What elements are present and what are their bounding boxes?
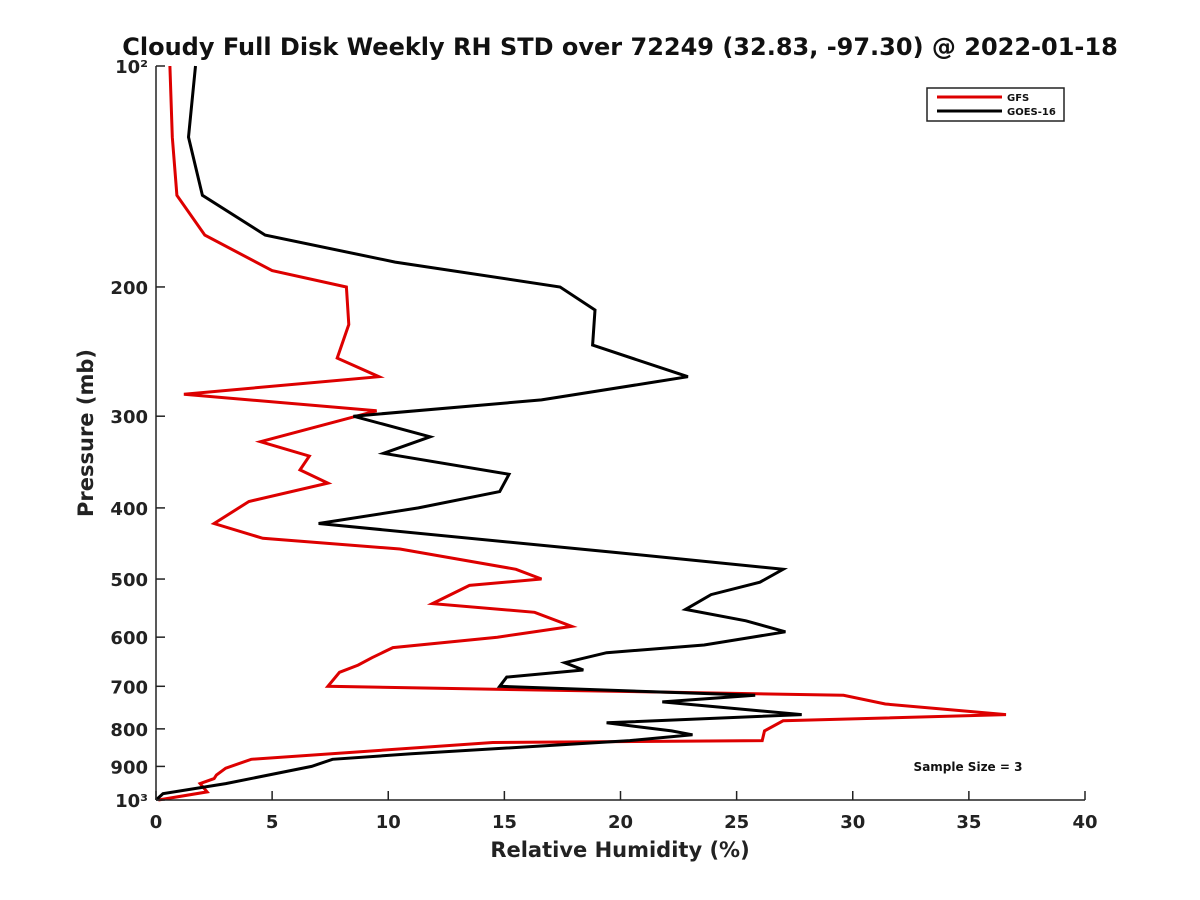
x-tick-label: 10 — [376, 812, 401, 833]
x-tick-label: 25 — [724, 812, 749, 833]
series-layer — [154, 65, 1007, 802]
y-tick-label: 400 — [110, 499, 148, 520]
series-line-gfs — [158, 65, 1007, 802]
y-tick-label: 10² — [115, 57, 148, 78]
x-tick-label: 0 — [150, 812, 163, 833]
x-tick-label: 5 — [266, 812, 279, 833]
y-tick-label: 10³ — [115, 791, 148, 812]
series-line-goes-16 — [154, 65, 802, 802]
y-tick-label: 800 — [110, 720, 148, 741]
y-tick-label: 300 — [110, 407, 148, 428]
x-tick-label: 30 — [840, 812, 865, 833]
chart-title: Cloudy Full Disk Weekly RH STD over 7224… — [122, 33, 1118, 61]
x-tick-label: 20 — [608, 812, 633, 833]
x-tick-label: 40 — [1072, 812, 1097, 833]
y-axis-label: Pressure (mb) — [74, 349, 98, 517]
x-axis-label: Relative Humidity (%) — [490, 838, 749, 862]
y-tick-label: 900 — [110, 757, 148, 778]
y-tick-label: 600 — [110, 628, 148, 649]
x-tick-label: 15 — [492, 812, 517, 833]
x-tick-label: 35 — [956, 812, 981, 833]
legend: GFS GOES-16 — [926, 87, 1065, 122]
y-tick-label: 200 — [110, 278, 148, 299]
legend-label: GOES-16 — [1007, 107, 1056, 118]
sample-size-annotation: Sample Size = 3 — [914, 760, 1023, 774]
legend-box — [926, 87, 1065, 122]
y-tick-label: 500 — [110, 570, 148, 591]
legend-label: GFS — [1007, 93, 1029, 104]
axes-layer: 0 5 10 15 20 25 30 35 40 10² 200 300 400 500 600 700 800… — [110, 57, 1097, 833]
y-tick-label: 700 — [110, 677, 148, 698]
